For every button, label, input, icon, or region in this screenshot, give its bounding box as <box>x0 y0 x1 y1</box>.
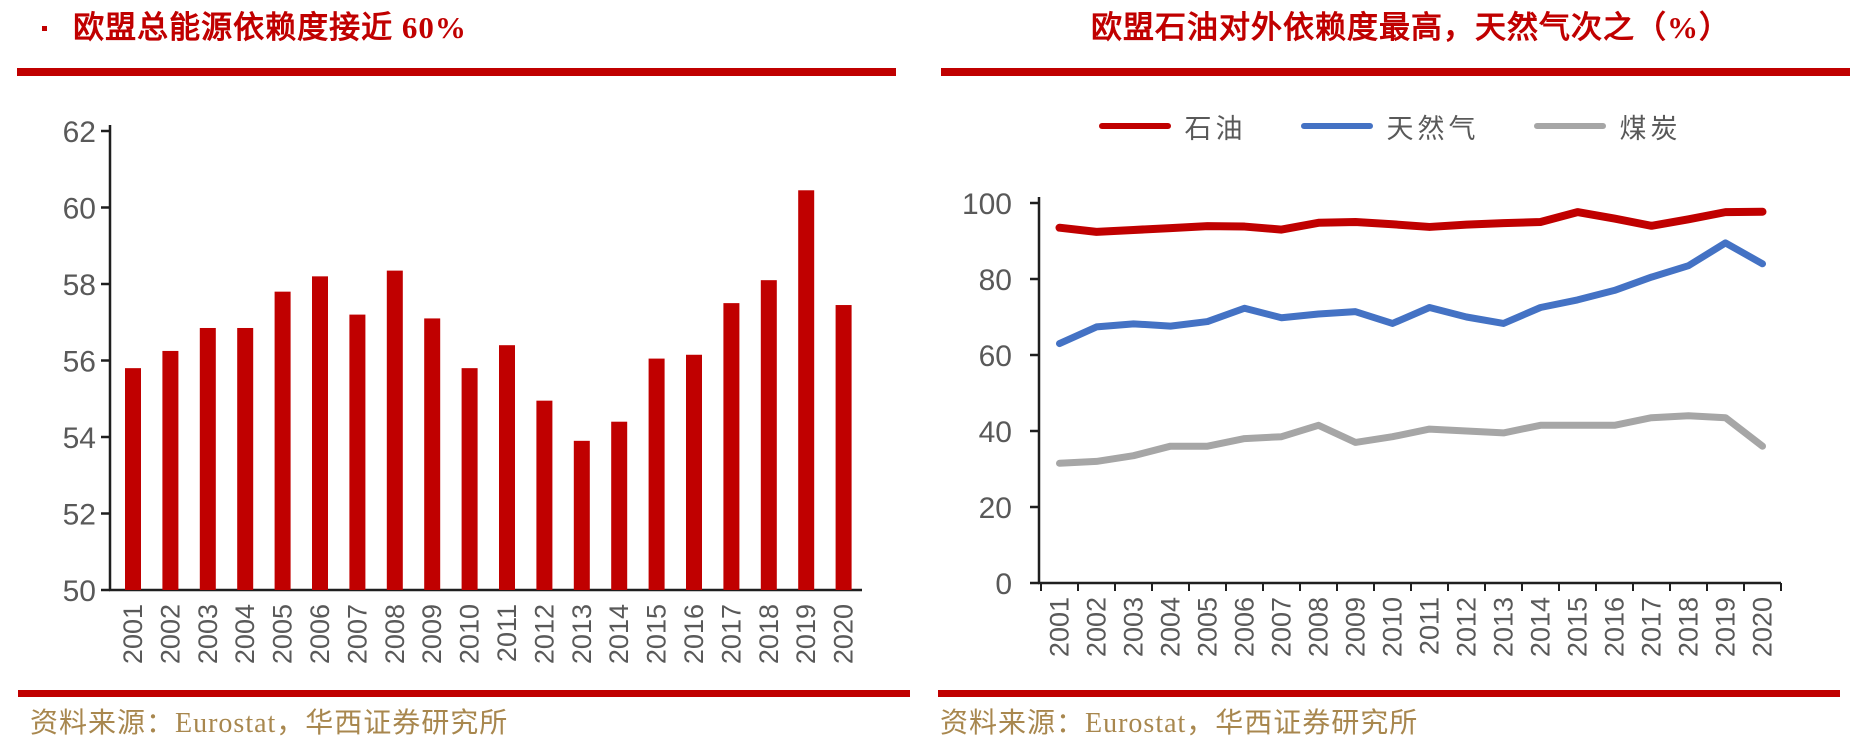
x-tick-label-2001: 2001 <box>118 604 148 664</box>
x-tick-label-2017: 2017 <box>1637 597 1667 657</box>
x-tick-label-2014: 2014 <box>1526 597 1556 657</box>
x-tick-label-2020: 2020 <box>829 604 859 664</box>
bar-2003 <box>199 327 216 590</box>
y-tick-label-62: 62 <box>63 116 96 149</box>
x-tick-label-2015: 2015 <box>642 604 672 664</box>
line-series-石油 <box>1055 207 1767 236</box>
y-tick-label-52: 52 <box>63 498 96 531</box>
x-tick-label-2012: 2012 <box>529 604 559 664</box>
x-tick-label-2010: 2010 <box>1378 597 1408 657</box>
x-tick-label-2013: 2013 <box>567 604 597 664</box>
right-chart-title: 欧盟石油对外依赖度最高，天然气次之（%） <box>1091 10 1731 45</box>
bar-2006 <box>312 276 328 590</box>
bar-2007 <box>349 314 366 590</box>
x-tick-label-2008: 2008 <box>1304 597 1334 657</box>
right-bottom-rule <box>938 690 1840 697</box>
x-tick-label-2011: 2011 <box>1415 597 1445 655</box>
x-tick-label-2009: 2009 <box>417 604 447 664</box>
bar-2001 <box>125 368 141 590</box>
y-tick-label-54: 54 <box>63 422 96 455</box>
x-tick-label-2019: 2019 <box>1711 597 1741 657</box>
x-tick-label-2017: 2017 <box>716 604 746 664</box>
bar-2008 <box>386 270 403 590</box>
y-tick-label-58: 58 <box>63 269 96 302</box>
x-tick-label-2006: 2006 <box>1230 597 1260 657</box>
x-tick-label-2011: 2011 <box>492 604 522 662</box>
y-tick-label-60: 60 <box>63 192 96 225</box>
y-tick-label-100: 100 <box>962 188 1012 221</box>
legend-label: 煤炭 <box>1619 113 1682 144</box>
legend-label: 天然气 <box>1386 113 1480 144</box>
bar-2019 <box>798 190 815 590</box>
x-tick-label-2018: 2018 <box>754 604 784 664</box>
bar-2009 <box>424 318 441 590</box>
x-tick-label-2007: 2007 <box>342 604 372 664</box>
bar-2011 <box>499 345 515 590</box>
legend-line-swatch <box>1098 123 1171 129</box>
y-tick-label-80: 80 <box>979 264 1012 297</box>
x-tick-label-2015: 2015 <box>1563 597 1593 657</box>
x-tick-label-2008: 2008 <box>380 604 410 664</box>
legend-item-石油: 石油 <box>1098 107 1247 146</box>
x-tick-label-2001: 2001 <box>1045 597 1075 657</box>
x-tick-label-2006: 2006 <box>305 604 335 664</box>
legend-item-煤炭: 煤炭 <box>1533 107 1682 146</box>
bar-2015 <box>648 358 665 590</box>
bar-2005 <box>274 291 291 590</box>
bar-2017 <box>723 303 740 590</box>
x-tick-label-2004: 2004 <box>230 604 260 664</box>
y-tick-label-0: 0 <box>995 568 1012 601</box>
right-line-chart: 0 20 40 60 80 100 2001 2002 2003 2004 2005 2006 2007… <box>962 188 1782 657</box>
bar-2012 <box>536 400 553 590</box>
y-tick-label-40: 40 <box>979 416 1012 449</box>
x-tick-label-2009: 2009 <box>1341 597 1371 657</box>
x-tick-label-2007: 2007 <box>1267 597 1297 657</box>
bar-2010 <box>461 368 478 590</box>
x-tick-label-2005: 2005 <box>268 604 298 664</box>
bar-2013 <box>573 440 590 590</box>
bar-2016 <box>686 354 702 590</box>
x-tick-label-2003: 2003 <box>193 604 223 664</box>
y-tick-label-60: 60 <box>979 340 1012 373</box>
x-tick-label-2002: 2002 <box>1082 597 1112 657</box>
left-source-text: 资料来源：Eurostat，华西证券研究所 <box>30 708 509 739</box>
y-tick-label-20: 20 <box>979 492 1012 525</box>
y-tick-label-56: 56 <box>63 345 96 378</box>
x-tick-label-2016: 2016 <box>679 604 709 664</box>
x-tick-label-2004: 2004 <box>1156 597 1186 657</box>
bar-2002 <box>162 350 179 590</box>
x-tick-label-2018: 2018 <box>1674 597 1704 657</box>
x-tick-label-2003: 2003 <box>1119 597 1149 657</box>
left-chart-title: 欧盟总能源依赖度接近 60% <box>73 10 467 45</box>
right-source-text: 资料来源：Eurostat，华西证券研究所 <box>940 708 1419 739</box>
bar-2004 <box>237 327 254 590</box>
x-tick-label-2019: 2019 <box>791 604 821 664</box>
x-tick-label-2013: 2013 <box>1489 597 1519 657</box>
x-tick-label-2005: 2005 <box>1193 597 1223 657</box>
x-tick-label-2016: 2016 <box>1600 597 1630 657</box>
line-series-煤炭 <box>1056 412 1766 467</box>
x-tick-label-2012: 2012 <box>1452 597 1482 657</box>
left-bottom-rule <box>18 690 910 697</box>
legend-item-天然气: 天然气 <box>1300 107 1480 146</box>
title-bullet-mark <box>42 26 47 31</box>
bar-2020 <box>835 305 852 590</box>
right-chart-legend: 石油 天然气 煤炭 <box>1040 110 1740 144</box>
x-tick-label-2002: 2002 <box>155 604 185 664</box>
right-top-rule <box>941 68 1850 76</box>
legend-label: 石油 <box>1184 113 1247 144</box>
left-top-rule <box>17 68 896 76</box>
x-tick-label-2020: 2020 <box>1748 597 1778 657</box>
x-tick-label-2014: 2014 <box>604 604 634 664</box>
line-series-天然气 <box>1056 239 1766 348</box>
y-tick-label-50: 50 <box>63 575 96 608</box>
legend-line-swatch <box>1300 123 1373 129</box>
x-tick-label-2010: 2010 <box>455 604 485 664</box>
bar-2018 <box>760 280 777 590</box>
bar-2014 <box>611 421 628 590</box>
legend-line-swatch <box>1533 123 1606 129</box>
